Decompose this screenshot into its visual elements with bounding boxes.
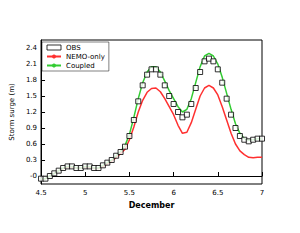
svg-text:December: December xyxy=(129,201,175,210)
svg-text:0.6: 0.6 xyxy=(26,140,38,148)
svg-text:4.5: 4.5 xyxy=(35,189,46,197)
svg-text:1.2: 1.2 xyxy=(26,108,37,116)
svg-text:1.5: 1.5 xyxy=(26,92,37,100)
svg-text:OBS: OBS xyxy=(66,44,81,52)
svg-text:0.9: 0.9 xyxy=(26,124,37,132)
svg-text:2.1: 2.1 xyxy=(26,60,37,68)
svg-text:Storm surge (m): Storm surge (m) xyxy=(8,83,16,141)
svg-text:5.5: 5.5 xyxy=(124,189,135,197)
svg-text:-0: -0 xyxy=(30,172,37,180)
svg-text:6.5: 6.5 xyxy=(212,189,223,197)
svg-text:0.3: 0.3 xyxy=(26,156,37,164)
svg-text:1.8: 1.8 xyxy=(26,76,37,84)
svg-text:6: 6 xyxy=(171,189,176,197)
svg-text:5: 5 xyxy=(83,189,87,197)
svg-text:NEMO-only: NEMO-only xyxy=(66,53,105,61)
svg-text:7: 7 xyxy=(260,189,264,197)
svg-text:Coupled: Coupled xyxy=(66,62,95,70)
svg-text:2.4: 2.4 xyxy=(26,44,38,52)
